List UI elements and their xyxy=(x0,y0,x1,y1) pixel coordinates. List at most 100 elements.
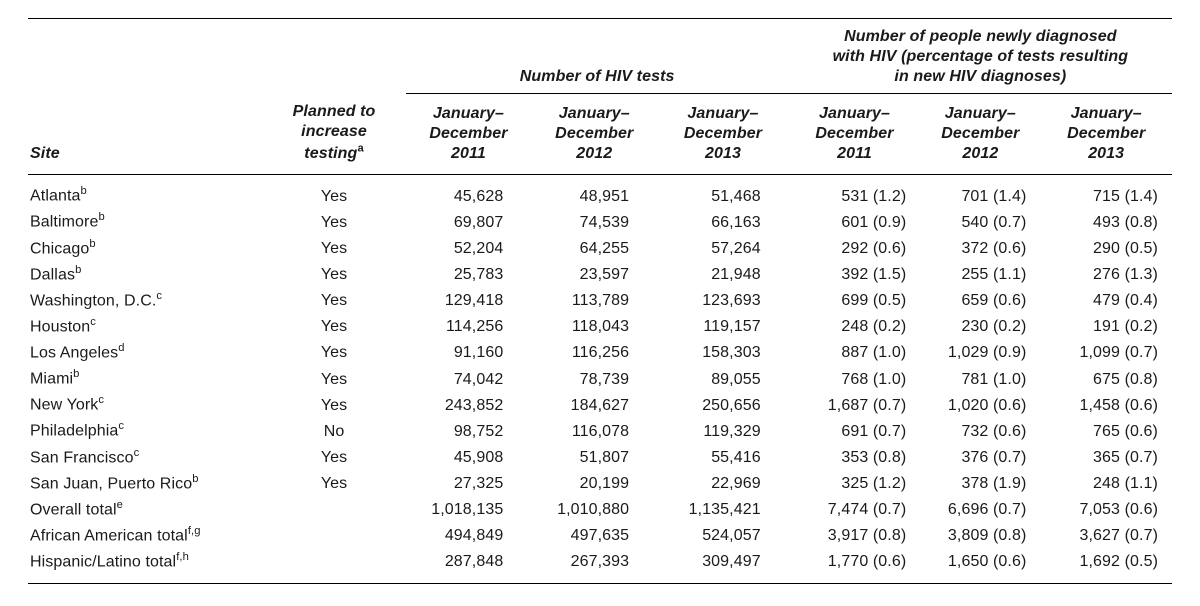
cell-site: Hispanic/Latino totalf,h xyxy=(28,549,263,583)
cell-diagnoses: 691 (0.7) xyxy=(789,418,921,444)
cell-diagnoses: 659 (0.6) xyxy=(920,288,1040,314)
cell-tests: 158,303 xyxy=(657,340,789,366)
cell-diagnoses: 699 (0.5) xyxy=(789,288,921,314)
cell-site: Houstonc xyxy=(28,314,263,340)
cell-diagnoses: 378 (1.9) xyxy=(920,471,1040,497)
table-row: DallasbYes25,78323,59721,948392 (1.5)255… xyxy=(28,262,1172,288)
cell-tests: 52,204 xyxy=(406,236,532,262)
col-header-diag-2013: January– December 2013 xyxy=(1040,94,1172,175)
cell-planned: Yes xyxy=(263,209,406,235)
cell-site: Atlantab xyxy=(28,175,263,210)
cell-tests: 243,852 xyxy=(406,392,532,418)
cell-tests: 118,043 xyxy=(531,314,657,340)
col-header-tests-2011: January– December 2011 xyxy=(406,94,532,175)
col-header-diag-2011: January– December 2011 xyxy=(789,94,921,175)
col-header-site: Site xyxy=(28,94,263,175)
table-row: San Juan, Puerto RicobYes27,32520,19922,… xyxy=(28,471,1172,497)
table-header: Number of HIV tests Number of people new… xyxy=(28,19,1172,175)
cell-site: Washington, D.C.c xyxy=(28,288,263,314)
table-body: AtlantabYes45,62848,95151,468531 (1.2)70… xyxy=(28,175,1172,583)
cell-diagnoses: 365 (0.7) xyxy=(1040,445,1172,471)
cell-tests: 1,018,135 xyxy=(406,497,532,523)
cell-tests: 1,135,421 xyxy=(657,497,789,523)
cell-tests: 113,789 xyxy=(531,288,657,314)
cell-diagnoses: 325 (1.2) xyxy=(789,471,921,497)
cell-diagnoses: 1,029 (0.9) xyxy=(920,340,1040,366)
cell-diagnoses: 1,020 (0.6) xyxy=(920,392,1040,418)
table-row: Los AngelesdYes91,160116,256158,303887 (… xyxy=(28,340,1172,366)
cell-diagnoses: 353 (0.8) xyxy=(789,445,921,471)
cell-diagnoses: 3,627 (0.7) xyxy=(1040,523,1172,549)
cell-planned: Yes xyxy=(263,175,406,210)
cell-site: San Juan, Puerto Ricob xyxy=(28,471,263,497)
cell-tests: 309,497 xyxy=(657,549,789,583)
table-row: ChicagobYes52,20464,25557,264292 (0.6)37… xyxy=(28,236,1172,262)
table-row: MiamibYes74,04278,73989,055768 (1.0)781 … xyxy=(28,366,1172,392)
cell-planned: Yes xyxy=(263,471,406,497)
cell-tests: 524,057 xyxy=(657,523,789,549)
cell-tests: 116,256 xyxy=(531,340,657,366)
cell-diagnoses: 781 (1.0) xyxy=(920,366,1040,392)
cell-planned: Yes xyxy=(263,288,406,314)
cell-tests: 129,418 xyxy=(406,288,532,314)
cell-planned xyxy=(263,549,406,583)
cell-tests: 51,807 xyxy=(531,445,657,471)
col-header-planned: Planned to increase testinga xyxy=(263,94,406,175)
cell-diagnoses: 1,458 (0.6) xyxy=(1040,392,1172,418)
cell-tests: 287,848 xyxy=(406,549,532,583)
table-row: Washington, D.C.cYes129,418113,789123,69… xyxy=(28,288,1172,314)
cell-tests: 494,849 xyxy=(406,523,532,549)
cell-diagnoses: 701 (1.4) xyxy=(920,175,1040,210)
table-row: New YorkcYes243,852184,627250,6561,687 (… xyxy=(28,392,1172,418)
cell-diagnoses: 540 (0.7) xyxy=(920,209,1040,235)
cell-tests: 20,199 xyxy=(531,471,657,497)
cell-planned: Yes xyxy=(263,366,406,392)
cell-tests: 51,468 xyxy=(657,175,789,210)
cell-tests: 66,163 xyxy=(657,209,789,235)
cell-site: Overall totale xyxy=(28,497,263,523)
cell-diagnoses: 601 (0.9) xyxy=(789,209,921,235)
cell-tests: 78,739 xyxy=(531,366,657,392)
cell-tests: 25,783 xyxy=(406,262,532,288)
cell-diagnoses: 7,053 (0.6) xyxy=(1040,497,1172,523)
table-row: PhiladelphiacNo98,752116,078119,329691 (… xyxy=(28,418,1172,444)
cell-diagnoses: 715 (1.4) xyxy=(1040,175,1172,210)
cell-diagnoses: 765 (0.6) xyxy=(1040,418,1172,444)
cell-planned: Yes xyxy=(263,445,406,471)
cell-site: Chicagob xyxy=(28,236,263,262)
cell-diagnoses: 1,099 (0.7) xyxy=(1040,340,1172,366)
cell-tests: 119,329 xyxy=(657,418,789,444)
table-row: African American totalf,g494,849497,6355… xyxy=(28,523,1172,549)
cell-planned: Yes xyxy=(263,392,406,418)
cell-diagnoses: 230 (0.2) xyxy=(920,314,1040,340)
cell-tests: 116,078 xyxy=(531,418,657,444)
cell-tests: 55,416 xyxy=(657,445,789,471)
cell-tests: 22,969 xyxy=(657,471,789,497)
cell-diagnoses: 255 (1.1) xyxy=(920,262,1040,288)
cell-planned: Yes xyxy=(263,236,406,262)
cell-diagnoses: 493 (0.8) xyxy=(1040,209,1172,235)
cell-diagnoses: 6,696 (0.7) xyxy=(920,497,1040,523)
group-header-diagnoses: Number of people newly diagnosed with HI… xyxy=(789,19,1172,94)
cell-tests: 23,597 xyxy=(531,262,657,288)
table-row: HoustoncYes114,256118,043119,157248 (0.2… xyxy=(28,314,1172,340)
cell-planned: Yes xyxy=(263,262,406,288)
cell-tests: 74,042 xyxy=(406,366,532,392)
cell-diagnoses: 1,692 (0.5) xyxy=(1040,549,1172,583)
cell-site: Dallasb xyxy=(28,262,263,288)
cell-diagnoses: 887 (1.0) xyxy=(789,340,921,366)
cell-tests: 48,951 xyxy=(531,175,657,210)
cell-site: New Yorkc xyxy=(28,392,263,418)
hiv-tests-table: Number of HIV tests Number of people new… xyxy=(28,18,1172,584)
cell-diagnoses: 7,474 (0.7) xyxy=(789,497,921,523)
cell-tests: 1,010,880 xyxy=(531,497,657,523)
cell-tests: 184,627 xyxy=(531,392,657,418)
group-header-tests: Number of HIV tests xyxy=(406,19,789,94)
cell-diagnoses: 3,917 (0.8) xyxy=(789,523,921,549)
cell-diagnoses: 768 (1.0) xyxy=(789,366,921,392)
cell-diagnoses: 531 (1.2) xyxy=(789,175,921,210)
cell-diagnoses: 290 (0.5) xyxy=(1040,236,1172,262)
cell-site: Miamib xyxy=(28,366,263,392)
col-header-tests-2012: January– December 2012 xyxy=(531,94,657,175)
table-row: Overall totale 1,018,1351,010,8801,135,42… xyxy=(28,497,1172,523)
